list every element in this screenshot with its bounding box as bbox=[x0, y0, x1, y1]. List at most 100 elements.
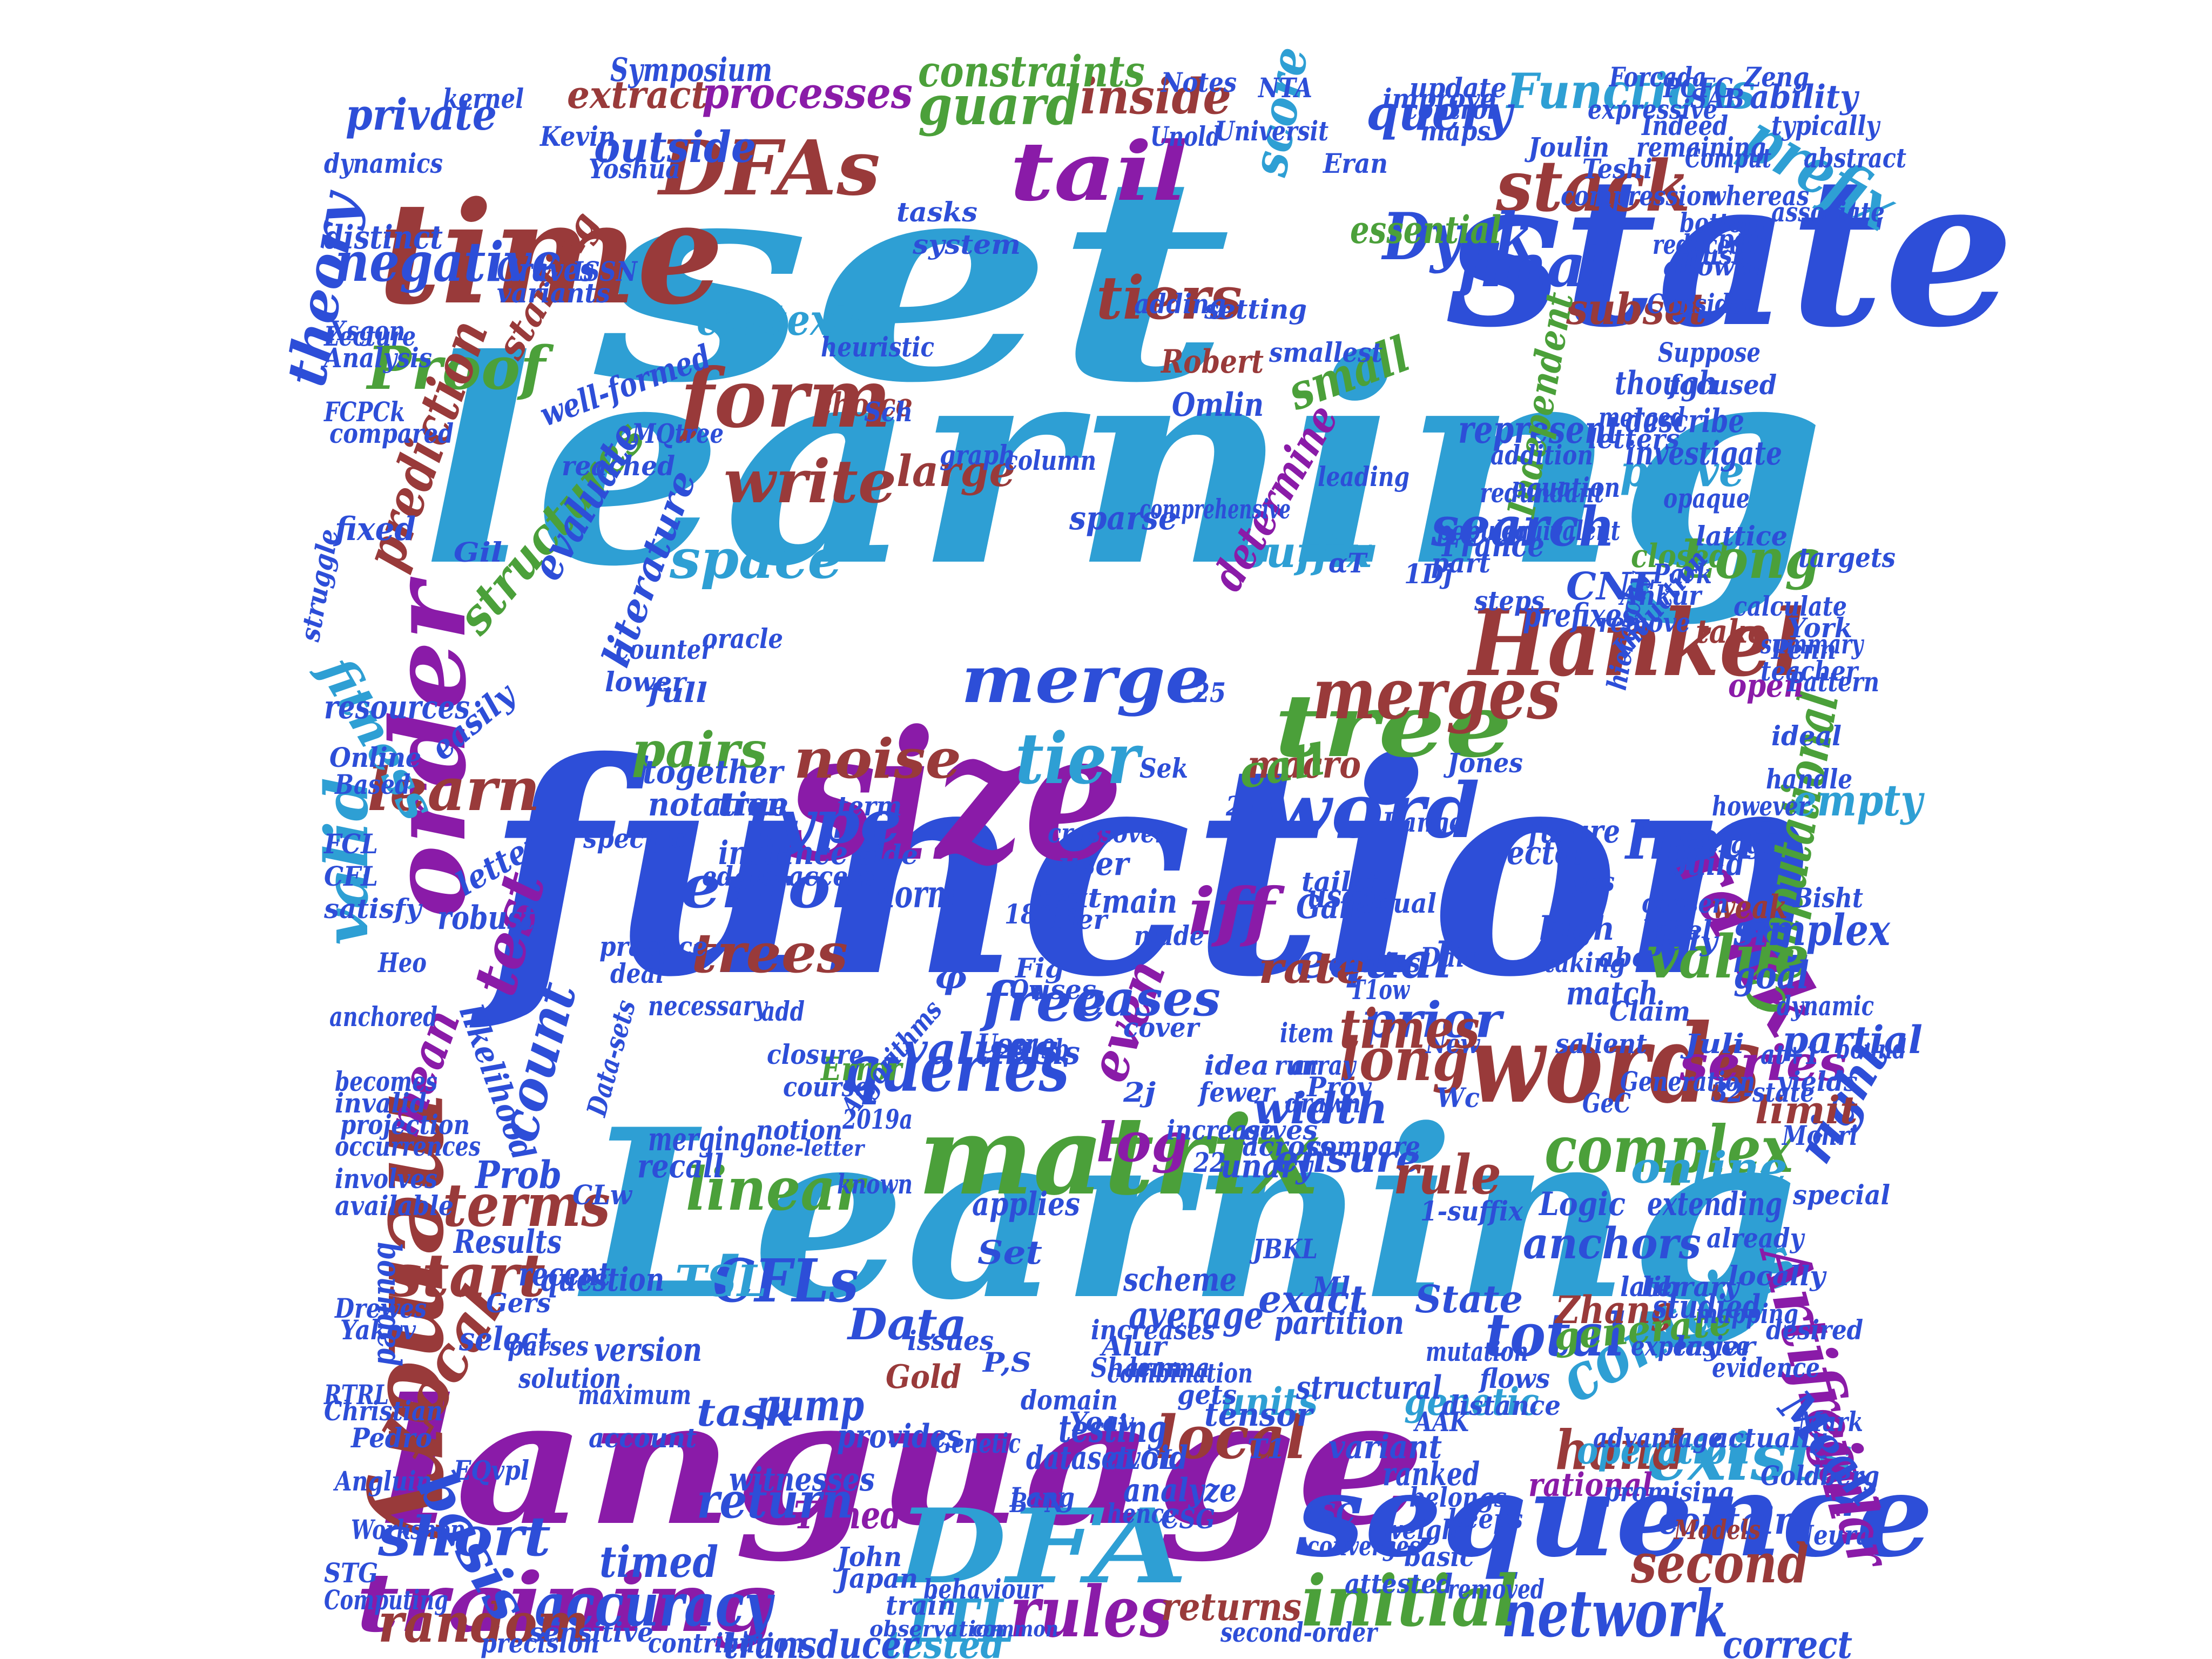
word-319: Gil bbox=[454, 536, 502, 568]
word-95: rate bbox=[1258, 942, 1366, 993]
word-109: simplex bbox=[1733, 905, 1891, 955]
word-395: solution bbox=[518, 1363, 621, 1394]
word-303: Yoav bbox=[1069, 1406, 1135, 1438]
word-49: write bbox=[724, 447, 896, 516]
word-48: negative bbox=[335, 230, 562, 294]
word-165: match bbox=[1566, 975, 1658, 1013]
word-19: tree bbox=[1274, 675, 1512, 777]
word-131: timed bbox=[599, 1536, 718, 1587]
word-368: however bbox=[1712, 790, 1811, 822]
word-183: variants bbox=[497, 277, 610, 309]
word-440: Sharan bbox=[1091, 1352, 1183, 1384]
word-148: graph bbox=[940, 439, 1015, 471]
word-80: query bbox=[1366, 84, 1515, 141]
word-166: high bbox=[1539, 910, 1615, 948]
word-252: lemma bbox=[1129, 1352, 1210, 1384]
word-377: teacher bbox=[1761, 655, 1859, 687]
word-285: notion bbox=[756, 1114, 842, 1146]
word-331: Average bbox=[1673, 828, 1777, 860]
word-66: iff bbox=[1188, 874, 1285, 950]
word-328: Universit bbox=[1215, 115, 1328, 147]
word-197: compared bbox=[329, 417, 454, 449]
word-427: 2019a bbox=[842, 1103, 913, 1135]
word-402: later bbox=[1620, 1271, 1687, 1303]
word-233: studied bbox=[1652, 1288, 1761, 1326]
word-16: DFAs bbox=[657, 124, 880, 213]
word-376: part bbox=[1431, 547, 1491, 579]
word-5: size bbox=[786, 691, 1123, 901]
word-44: final bbox=[1454, 231, 1609, 300]
word-333: Based bbox=[334, 768, 410, 800]
word-351: entries bbox=[1328, 947, 1420, 979]
word-84: extract bbox=[567, 72, 707, 117]
word-269: true bbox=[718, 786, 788, 824]
word-256: layer bbox=[1674, 1330, 1757, 1362]
word-387: fewer bbox=[1197, 1076, 1276, 1108]
word-366: mapping bbox=[1696, 1298, 1798, 1330]
word-425: JBKL bbox=[1249, 1233, 1318, 1265]
word-459: 22 bbox=[1193, 1147, 1226, 1178]
word-28: initial bbox=[1301, 1560, 1518, 1642]
word-208: bounded bbox=[370, 1242, 408, 1366]
word-224: witnesses bbox=[729, 1461, 875, 1499]
word-347: handle bbox=[1766, 763, 1852, 795]
word-122: macro bbox=[1247, 742, 1361, 787]
word-412: typically bbox=[1771, 110, 1880, 141]
word-0: learning bbox=[421, 298, 1825, 628]
word-300: removed bbox=[1447, 1573, 1545, 1605]
word-211: recent bbox=[518, 1256, 610, 1293]
word-451: Ml bbox=[1311, 1271, 1350, 1303]
word-240: compare bbox=[1307, 1130, 1420, 1162]
word-337: Penn bbox=[1770, 633, 1836, 665]
word-174: notation bbox=[648, 786, 788, 824]
word-354: keeps bbox=[1447, 1503, 1523, 1535]
word-304: Goldberg bbox=[1761, 1460, 1879, 1492]
word-99: Data bbox=[847, 1299, 967, 1350]
word-308: Kevin bbox=[539, 120, 616, 152]
word-204: robust bbox=[437, 899, 535, 937]
word-246: combination bbox=[1107, 1357, 1253, 1389]
word-414: MQtree bbox=[631, 417, 724, 449]
word-160: variant bbox=[1328, 1428, 1442, 1466]
word-117: represent bbox=[1458, 407, 1620, 452]
word-383: necessary bbox=[648, 990, 768, 1022]
word-373: comprehensive bbox=[1139, 493, 1291, 525]
word-209: Prob bbox=[474, 1152, 562, 1197]
word-17: tail bbox=[1010, 124, 1188, 219]
word-4: function bbox=[468, 699, 1825, 1041]
word-104: anchors bbox=[1523, 1218, 1701, 1269]
word-417: FCL bbox=[323, 828, 378, 860]
word-228: promising bbox=[1604, 1476, 1734, 1508]
word-380: edges bbox=[702, 860, 778, 892]
word-191: investigate bbox=[1626, 435, 1782, 473]
word-12: order bbox=[368, 576, 489, 918]
word-53: noise bbox=[794, 727, 961, 791]
word-446: Mohri bbox=[1781, 1120, 1858, 1151]
word-51: learn bbox=[367, 754, 540, 824]
word-426: B^N bbox=[1009, 1487, 1064, 1519]
word-112: prove bbox=[1620, 446, 1744, 496]
word-310: Eran bbox=[1322, 147, 1388, 179]
word-127: exact bbox=[1258, 1277, 1366, 1321]
word-280: crossover bbox=[1048, 817, 1168, 849]
word-369: redundant bbox=[1480, 477, 1604, 509]
word-371: leading bbox=[1318, 461, 1410, 493]
word-349: calculate bbox=[1734, 590, 1847, 622]
word-463: Ow bbox=[1010, 974, 1049, 1006]
word-218: Computing bbox=[324, 1584, 448, 1616]
word-138: operation bbox=[1577, 1428, 1750, 1473]
word-52: type bbox=[745, 787, 902, 857]
word-461: Sek bbox=[1139, 752, 1188, 784]
word-132: tested bbox=[886, 1622, 1004, 1659]
word-250: structural bbox=[1296, 1369, 1442, 1407]
word-302: attested bbox=[1345, 1568, 1453, 1600]
word-334: New bbox=[1425, 1028, 1480, 1060]
word-419: LCL bbox=[1122, 1444, 1177, 1475]
word-348: targets bbox=[1798, 542, 1896, 574]
word-212: select bbox=[458, 1320, 551, 1358]
word-381: practice bbox=[599, 930, 707, 962]
word-216: account bbox=[589, 1422, 697, 1454]
word-421: SAB bbox=[1690, 83, 1744, 114]
word-29: rules bbox=[1010, 1570, 1172, 1653]
word-235: extending bbox=[1647, 1185, 1782, 1223]
